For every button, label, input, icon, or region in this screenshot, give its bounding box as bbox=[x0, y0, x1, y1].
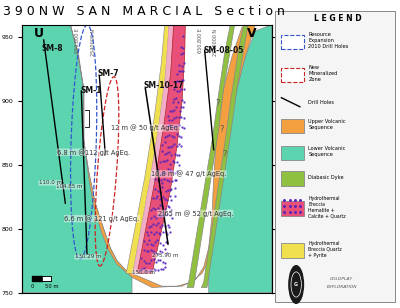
Text: COLDPLAY: COLDPLAY bbox=[330, 277, 353, 281]
Text: SM-1: SM-1 bbox=[80, 87, 102, 95]
Text: 0: 0 bbox=[30, 284, 34, 289]
Text: 275.90 m: 275.90 m bbox=[152, 253, 178, 258]
Text: Hydrothermal
Breccia Quartz
+ Pyrite: Hydrothermal Breccia Quartz + Pyrite bbox=[308, 241, 342, 258]
Text: Upper Volcanic
Sequence: Upper Volcanic Sequence bbox=[308, 119, 346, 130]
Text: V: V bbox=[247, 27, 257, 40]
FancyBboxPatch shape bbox=[281, 171, 304, 186]
Text: 650,800 E: 650,800 E bbox=[198, 28, 203, 53]
Text: SM-08-05: SM-08-05 bbox=[203, 46, 243, 55]
FancyBboxPatch shape bbox=[281, 119, 304, 133]
Text: EXPLORATION: EXPLORATION bbox=[326, 285, 357, 289]
Circle shape bbox=[288, 265, 304, 304]
Text: New
Mineralized
Zone: New Mineralized Zone bbox=[308, 65, 338, 82]
Polygon shape bbox=[187, 25, 235, 287]
Text: ?: ? bbox=[220, 125, 224, 134]
Text: Lower Volcanic
Sequence: Lower Volcanic Sequence bbox=[308, 146, 346, 157]
FancyBboxPatch shape bbox=[281, 146, 304, 160]
FancyBboxPatch shape bbox=[281, 201, 304, 216]
Polygon shape bbox=[209, 25, 272, 293]
Text: 6.8 m @⁠112 g/t AgEq.: 6.8 m @⁠112 g/t AgEq. bbox=[57, 149, 130, 156]
Text: 10.8 m @ 47 g/t AgEq.: 10.8 m @ 47 g/t AgEq. bbox=[151, 171, 226, 177]
Text: 150.0 m: 150.0 m bbox=[132, 270, 155, 275]
Text: 3 9 0 N W   S A N   M A R C I A L   S e c t i o n: 3 9 0 N W S A N M A R C I A L S e c t i … bbox=[3, 5, 285, 18]
Text: SM-8: SM-8 bbox=[41, 44, 63, 53]
Text: U: U bbox=[34, 27, 44, 40]
Text: 50 m: 50 m bbox=[44, 284, 58, 289]
Text: ?: ? bbox=[222, 150, 226, 159]
Text: 6.6 m @ 121 g/t AgEq.: 6.6 m @ 121 g/t AgEq. bbox=[64, 215, 140, 222]
Text: Hydrothermal
Breccia
Hematite +
Calcite + Quartz: Hydrothermal Breccia Hematite + Calcite … bbox=[308, 196, 346, 218]
Text: ?: ? bbox=[216, 99, 220, 108]
Text: Diabasic Dyke: Diabasic Dyke bbox=[308, 175, 344, 180]
FancyBboxPatch shape bbox=[281, 68, 304, 82]
Polygon shape bbox=[138, 25, 185, 274]
FancyBboxPatch shape bbox=[281, 34, 304, 49]
Text: 130.29 m: 130.29 m bbox=[75, 254, 101, 259]
Text: Drill Holes: Drill Holes bbox=[308, 100, 334, 105]
Polygon shape bbox=[133, 25, 174, 274]
Polygon shape bbox=[70, 25, 255, 287]
Text: 2540000 N: 2540000 N bbox=[91, 28, 96, 55]
Text: G: G bbox=[294, 282, 298, 287]
Text: 650,800 E: 650,800 E bbox=[74, 28, 80, 53]
Text: Resource
Expansion
2010 Drill Holes: Resource Expansion 2010 Drill Holes bbox=[308, 32, 349, 49]
Text: 104.85 m: 104.85 m bbox=[56, 184, 82, 189]
Text: SM-7: SM-7 bbox=[98, 69, 120, 78]
Polygon shape bbox=[201, 25, 248, 287]
FancyBboxPatch shape bbox=[281, 243, 304, 258]
Text: SM-10-17: SM-10-17 bbox=[144, 81, 184, 90]
Polygon shape bbox=[22, 25, 132, 293]
Text: 12 m @ 50 g/t AgEq.: 12 m @ 50 g/t AgEq. bbox=[111, 125, 180, 132]
Text: 2540000 N: 2540000 N bbox=[213, 28, 218, 55]
Polygon shape bbox=[126, 25, 169, 274]
Text: 2.65 m @ 52 g/t AgEq.: 2.65 m @ 52 g/t AgEq. bbox=[158, 210, 233, 217]
FancyBboxPatch shape bbox=[275, 11, 395, 302]
Text: 110.0 m: 110.0 m bbox=[39, 180, 62, 185]
Text: L E G E N D: L E G E N D bbox=[314, 14, 362, 22]
